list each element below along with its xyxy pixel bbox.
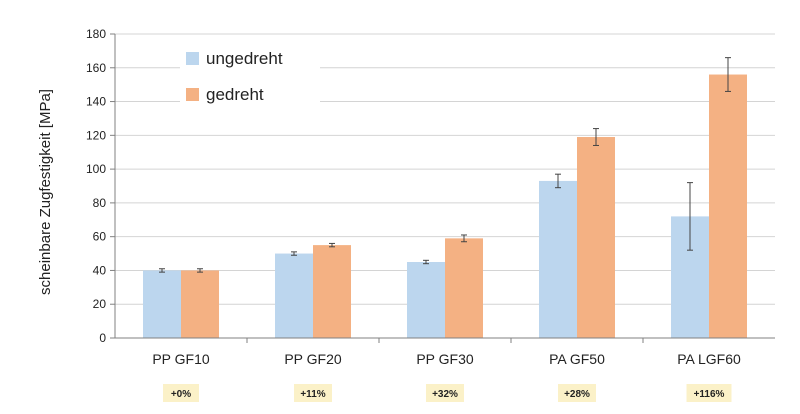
percent-badge-label: +0%	[171, 389, 191, 400]
bar-ungedreht	[275, 253, 313, 338]
y-tick-label: 80	[93, 196, 107, 210]
bar-gedreht	[313, 245, 351, 338]
legend-background	[180, 38, 320, 114]
y-tick-label: 20	[93, 297, 107, 311]
percent-badge	[426, 384, 464, 402]
percent-badge	[558, 384, 596, 402]
bar-ungedreht	[539, 180, 577, 338]
axes	[114, 34, 775, 339]
bars	[143, 74, 747, 339]
legend-swatch-ungedreht	[186, 52, 199, 65]
category-label: PP GF30	[416, 351, 474, 367]
y-tick-label: 40	[93, 263, 107, 277]
y-tick-label: 60	[93, 230, 107, 244]
bar-gedreht	[709, 74, 747, 339]
category-labels: PP GF10 PP GF20 PP GF30 PA GF50 PA LGF60	[152, 338, 741, 367]
bar-gedreht	[577, 137, 615, 338]
legend-label-ungedreht: ungedreht	[206, 49, 283, 68]
percent-badge	[294, 384, 332, 402]
bar-gedreht	[181, 270, 219, 338]
percent-badge	[686, 384, 732, 402]
percent-badge-label: +116%	[694, 389, 725, 400]
y-tick-label: 140	[86, 95, 106, 109]
y-tick-label: 100	[86, 162, 106, 176]
y-axis-ticks: 0 20 40 60 80 100 120 140 160 180	[86, 27, 115, 345]
category-label: PA LGF60	[677, 351, 741, 367]
y-axis-title: scheinbare Zugfestigkeit [MPa]	[37, 89, 54, 295]
percent-badge-label: +32%	[432, 389, 458, 400]
bar-ungedreht	[143, 270, 181, 338]
percent-badge-label: +28%	[564, 389, 590, 400]
legend-swatch-gedreht	[186, 88, 199, 101]
y-tick-label: 160	[86, 61, 106, 75]
percent-badge-label: +11%	[300, 389, 325, 400]
percent-badges: +0% +11% +32% +28% +116%	[163, 384, 732, 402]
category-label: PA GF50	[549, 351, 605, 367]
bar-ungedreht	[407, 262, 445, 338]
legend: ungedreht gedreht	[180, 38, 320, 114]
bar-gedreht	[445, 238, 483, 338]
y-tick-label: 120	[86, 128, 106, 142]
percent-badge	[163, 384, 199, 402]
y-tick-label: 180	[86, 27, 106, 41]
category-label: PP GF20	[284, 351, 342, 367]
category-label: PP GF10	[152, 351, 210, 367]
error-bars	[159, 57, 731, 273]
y-tick-label: 0	[99, 331, 106, 345]
legend-label-gedreht: gedreht	[206, 85, 264, 104]
